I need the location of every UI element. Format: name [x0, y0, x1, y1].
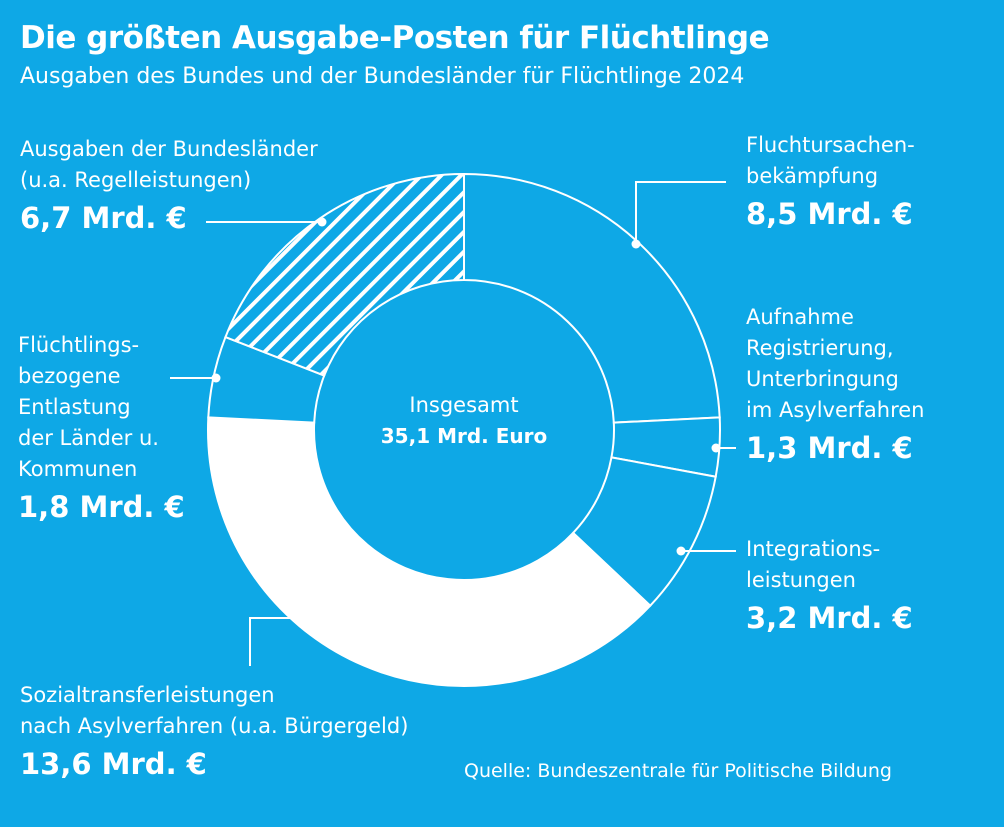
leader-dot-bundeslaender — [317, 217, 327, 227]
leader-dot-entlastung — [211, 373, 221, 383]
leader-dot-integration — [676, 546, 686, 556]
leader-line-sozialtransfer — [249, 617, 312, 666]
label-line: Integrations- — [746, 537, 881, 561]
label-line: (u.a. Regelleistungen) — [20, 168, 252, 192]
page-subtitle: Ausgaben des Bundes und der Bundesländer… — [20, 64, 745, 89]
slice-fluchtursachen — [463, 172, 721, 424]
slice-bundeslaender — [224, 172, 465, 377]
page-title: Die größten Ausgabe-Posten für Flüchtlin… — [20, 20, 770, 56]
data-label-value: 13,6 Mrd. € — [20, 747, 207, 781]
label-aufnahme: Aufnahme Registrierung, Unterbringung im… — [746, 302, 925, 470]
label-line: der Länder u. — [18, 426, 159, 450]
label-line: Registrierung, — [746, 336, 894, 360]
label-sozialtransfer: Sozialtransferleistungen nach Asylverfah… — [20, 680, 408, 786]
label-line: Unterbringung — [746, 367, 899, 391]
leader-dot-fluchtursachen — [631, 239, 641, 249]
leader-dot-sozialtransfer — [307, 613, 317, 623]
label-line: leistungen — [746, 568, 856, 592]
label-bundeslaender: Ausgaben der Bundesländer (u.a. Regellei… — [20, 134, 318, 240]
label-line: Fluchtursachen- — [746, 133, 915, 157]
slice-sozialtransfer — [207, 416, 652, 687]
label-line: nach Asylverfahren (u.a. Bürgergeld) — [20, 714, 409, 738]
leader-dot-aufnahme — [711, 443, 721, 453]
label-line: Kommunen — [18, 457, 138, 481]
label-line: bekämpfung — [746, 164, 879, 188]
label-line: Entlastung — [18, 395, 131, 419]
label-integration: Integrations- leistungen 3,2 Mrd. € — [746, 534, 913, 640]
label-line: im Asylverfahren — [746, 398, 925, 422]
label-line: Ausgaben der Bundesländer — [20, 137, 318, 161]
label-line: bezogene — [18, 364, 121, 388]
data-label-value: 6,7 Mrd. € — [20, 201, 187, 235]
label-line: Flüchtlings- — [18, 333, 140, 357]
data-label-value: 1,3 Mrd. € — [746, 431, 913, 465]
data-label-value: 1,8 Mrd. € — [18, 490, 185, 524]
label-fluchtursachen: Fluchtursachen- bekämpfung 8,5 Mrd. € — [746, 130, 915, 236]
label-entlastung: Flüchtlings- bezogene Entlastung der Län… — [18, 330, 185, 529]
label-line: Aufnahme — [746, 305, 854, 329]
center-value: 35,1 Mrd. Euro — [381, 424, 547, 448]
data-label-value: 3,2 Mrd. € — [746, 601, 913, 635]
data-label-value: 8,5 Mrd. € — [746, 197, 913, 231]
leader-line-fluchtursachen — [635, 181, 726, 244]
label-line: Sozialtransferleistungen — [20, 683, 275, 707]
center-label: Insgesamt — [409, 393, 518, 417]
source-note: Quelle: Bundeszentrale für Politische Bi… — [464, 760, 892, 782]
